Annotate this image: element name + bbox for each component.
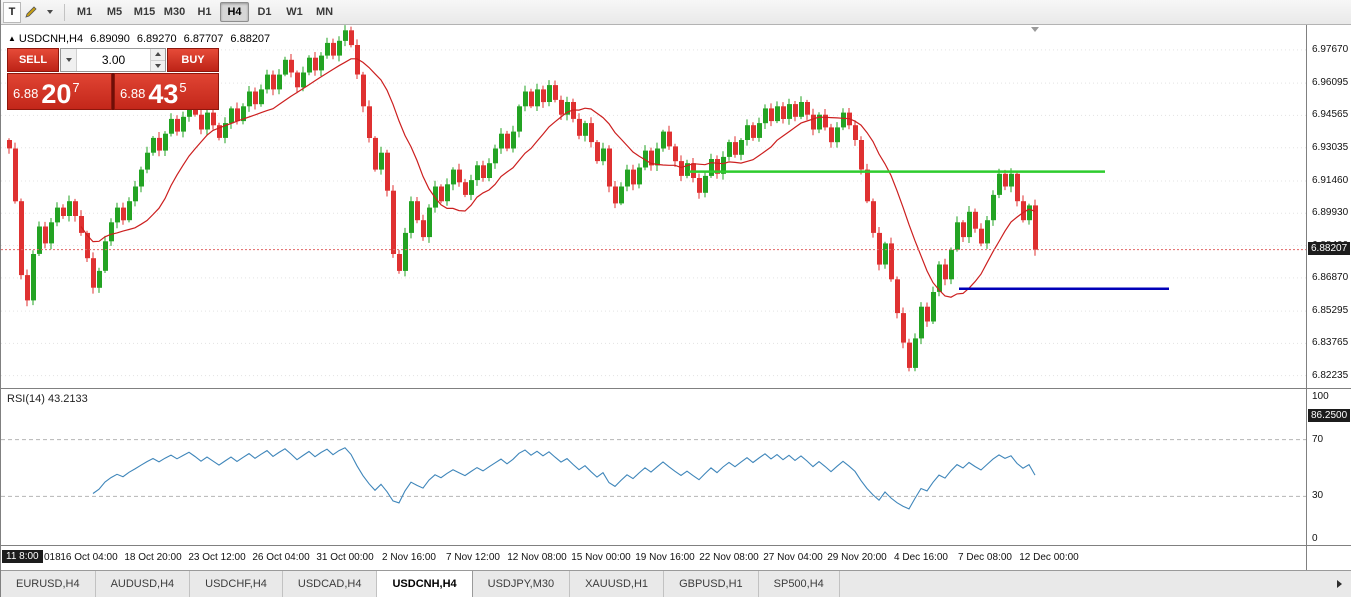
buy-price-big-digits: 43 [148,79,179,110]
symbol-tab-usdjpy[interactable]: USDJPY,M30 [473,571,571,597]
volume-input[interactable] [77,49,150,71]
timeframe-button-d1[interactable]: D1 [257,6,272,18]
axis-corner [1306,546,1351,570]
price-scale-label: 6.91460 [1312,174,1349,186]
chart-symbol-timeframe: USDCNH,H4 [18,33,84,45]
time-scale-label: 12 Dec 00:00 [1019,552,1079,563]
buy-price-pipette: 5 [179,80,187,95]
symbol-tab-sp500[interactable]: SP500,H4 [759,571,840,597]
one-click-toggle-icon[interactable]: ▲ [8,34,16,43]
one-click-trading-panel: SELL BUY 6.88 20 7 6.88 [7,48,219,110]
chart-title: ▲ USDCNH,H4 6.89090 6.89270 6.87707 6.88207 [8,33,270,45]
time-labels: 16 Oct 04:00 18 Oct 20:00 23 Oct 12:00 26 O… [1,546,1305,570]
candlestick-chart-surface[interactable] [1,25,1306,388]
time-scale-label: 31 Oct 00:00 [316,552,374,563]
time-scale-label: 16 Oct 04:00 [60,552,118,563]
timeframe-button-h4[interactable]: H4 [220,2,249,22]
symbol-tab-usdcnh[interactable]: USDCNH,H4 [377,571,473,597]
price-scale-label: 6.85295 [1312,305,1349,317]
current-price-badge: 6.88207 [1308,241,1351,255]
price-scale-label: 6.94565 [1312,109,1349,121]
price-scale-label: 6.93035 [1312,141,1349,153]
rsi-scale-label: 30 [1312,490,1324,502]
main-chart-pane: ▲ USDCNH,H4 6.89090 6.89270 6.87707 6.88207 S… [1,25,1351,388]
price-scale-label: 6.86870 [1312,271,1349,283]
time-scale-label: 29 Nov 20:00 [827,552,887,563]
rsi-indicator-label: RSI(14) 43.2133 [7,393,88,405]
price-scale-label: 6.96095 [1312,77,1349,89]
time-scale-label: 23 Oct 12:00 [188,552,246,563]
volume-dropdown-caret-icon[interactable] [61,49,77,71]
drawing-tool-icon[interactable] [21,2,41,23]
price-axis[interactable]: 6.97670 6.96095 6.94565 6.93035 6.91460 6.899… [1306,25,1351,388]
right-arrow-icon [1337,580,1342,588]
timeframe-button-m30[interactable]: M30 [163,6,186,18]
sell-price-box[interactable]: 6.88 20 7 [7,73,112,110]
symbol-tab-eurusd[interactable]: EURUSD,H4 [1,571,96,597]
volume-spinner [150,49,165,71]
ohlc-close: 6.88207 [230,33,271,45]
symbol-tab-gbpusd[interactable]: GBPUSD,H1 [664,571,759,597]
rsi-axis[interactable]: 100 70 30 0 86.2500 [1306,389,1351,545]
timeframe-button-w1[interactable]: W1 [286,6,303,18]
toolbar-t-button[interactable]: T [3,1,21,23]
ohlc-high: 6.89270 [136,33,177,45]
symbol-tab-xauusd[interactable]: XAUUSD,H1 [570,571,665,597]
time-scale-label: 7 Nov 12:00 [446,552,500,563]
time-scale-label: 22 Nov 08:00 [699,552,759,563]
volume-increase-button[interactable] [151,49,165,60]
chart-tab-bar: EURUSD,H4 AUDUSD,H4 USDCHF,H4 USDCAD,H4 USDC… [1,570,1351,597]
price-scale-label: 6.82235 [1312,369,1349,381]
time-scale-label: 7 Dec 08:00 [958,552,1012,563]
ohlc-low: 6.87707 [183,33,224,45]
sell-price-big-digits: 20 [41,79,72,110]
symbol-tab-usdcad[interactable]: USDCAD,H4 [283,571,378,597]
chart-shift-marker-icon [1031,27,1039,32]
time-scale-label: 2 Nov 16:00 [382,552,436,563]
time-axis[interactable]: 11 8:00 018 16 Oct 04:00 18 Oct 20:00 23 O… [1,545,1351,570]
time-scale-label: 4 Dec 16:00 [894,552,948,563]
rsi-scale-label: 70 [1312,433,1324,445]
time-axis-badge: 11 8:00 [2,550,43,563]
sell-price-prefix: 6.88 [13,86,39,101]
symbol-tab-usdchf[interactable]: USDCHF,H4 [190,571,283,597]
buy-price-prefix: 6.88 [120,86,146,101]
sell-button[interactable]: SELL [7,48,59,72]
timeframe-button-mn[interactable]: MN [315,6,334,18]
rsi-scale-label: 100 [1312,391,1329,402]
time-scale-partial-label: 018 [44,552,61,563]
volume-decrease-button[interactable] [151,59,165,71]
price-scale-label: 6.83765 [1312,337,1349,349]
timeframe-button-h1[interactable]: H1 [197,6,212,18]
price-scale-label: 6.89930 [1312,207,1349,219]
price-scale-label: 6.97670 [1312,43,1349,55]
buy-price-box[interactable]: 6.88 43 5 [114,73,219,110]
toolbar-separator [64,3,65,21]
time-scale-label: 15 Nov 00:00 [571,552,631,563]
timeframe-group: M1 M5 M15 M30 H1 H4 D1 W1 MN [70,2,339,22]
timeframe-button-m1[interactable]: M1 [76,6,93,18]
symbol-tab-audusd[interactable]: AUDUSD,H4 [96,571,191,597]
rsi-chart-surface[interactable] [1,389,1306,545]
rsi-indicator-pane: RSI(14) 43.2133 100 70 30 0 86.2500 [1,388,1351,545]
rsi-value-badge: 86.2500 [1308,408,1351,422]
time-scale-label: 18 Oct 20:00 [124,552,182,563]
buy-button[interactable]: BUY [167,48,219,72]
time-scale-label: 12 Nov 08:00 [507,552,567,563]
time-scale-label: 27 Nov 04:00 [763,552,823,563]
top-toolbar: T M1 M5 M15 M30 H1 H4 D1 W1 MN [1,0,1351,25]
tabbar-scroll-right-button[interactable] [1337,580,1342,588]
timeframe-button-m15[interactable]: M15 [133,6,156,18]
rsi-scale-label: 0 [1312,533,1318,544]
timeframe-button-m5[interactable]: M5 [106,6,123,18]
volume-control [60,48,166,72]
time-scale-label: 19 Nov 16:00 [635,552,695,563]
tool-dropdown-caret-icon[interactable] [41,2,59,23]
time-scale-label: 26 Oct 04:00 [252,552,310,563]
ohlc-open: 6.89090 [90,33,130,45]
sell-price-pipette: 7 [72,80,80,95]
